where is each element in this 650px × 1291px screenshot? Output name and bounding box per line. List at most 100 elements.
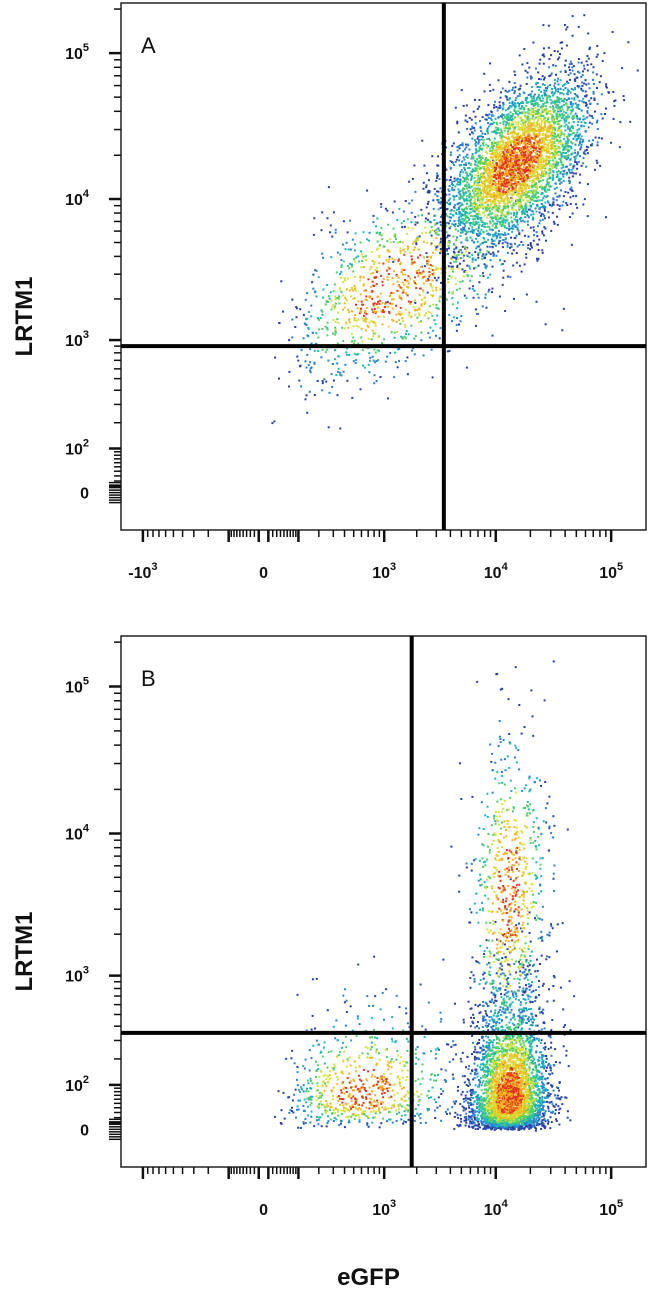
event-point xyxy=(574,112,577,115)
event-point xyxy=(491,145,494,148)
event-point xyxy=(278,321,281,324)
event-point xyxy=(439,202,442,205)
event-point xyxy=(552,110,555,113)
event-point xyxy=(555,73,557,76)
event-point xyxy=(479,163,482,166)
event-point xyxy=(341,326,344,329)
event-point xyxy=(550,72,553,75)
event-point xyxy=(532,239,535,242)
event-point xyxy=(568,182,571,185)
event-point xyxy=(454,256,457,259)
event-point xyxy=(416,270,418,272)
event-point xyxy=(481,166,484,169)
event-point xyxy=(570,189,573,192)
event-point xyxy=(499,122,502,125)
event-point xyxy=(580,143,583,146)
event-point xyxy=(545,109,548,112)
event-point xyxy=(411,177,414,180)
event-point xyxy=(479,232,482,235)
event-point xyxy=(534,116,537,119)
event-point xyxy=(552,108,555,111)
event-point xyxy=(552,153,555,156)
event-point xyxy=(418,308,421,311)
event-point xyxy=(352,289,355,292)
event-point xyxy=(368,371,371,374)
event-point xyxy=(511,197,514,200)
event-point xyxy=(550,148,553,151)
event-point xyxy=(544,87,547,89)
event-point xyxy=(523,139,526,142)
event-point xyxy=(450,151,453,154)
event-point xyxy=(542,115,545,118)
event-point xyxy=(435,279,438,282)
event-point xyxy=(471,125,474,128)
event-point xyxy=(513,177,515,180)
event-point xyxy=(509,179,512,182)
event-point xyxy=(560,189,562,192)
event-point xyxy=(537,105,540,108)
event-point xyxy=(497,116,500,119)
event-point xyxy=(332,290,335,293)
event-point xyxy=(457,183,460,186)
event-point xyxy=(569,60,572,63)
event-point xyxy=(371,308,374,311)
event-point xyxy=(576,114,578,117)
event-point xyxy=(463,178,466,181)
event-point xyxy=(471,228,474,231)
event-point xyxy=(567,154,570,157)
event-point xyxy=(556,164,559,167)
event-point xyxy=(531,169,534,172)
event-point xyxy=(388,267,391,270)
event-point xyxy=(475,247,478,250)
event-point xyxy=(521,63,524,66)
event-point xyxy=(456,120,459,123)
event-point xyxy=(514,208,517,211)
event-point xyxy=(388,312,391,315)
event-point xyxy=(436,176,438,179)
event-point xyxy=(449,197,451,200)
event-point xyxy=(359,388,362,391)
event-point xyxy=(557,77,560,80)
event-point xyxy=(406,232,409,235)
event-point xyxy=(591,117,594,119)
event-point xyxy=(580,124,583,127)
event-point xyxy=(481,132,484,135)
event-point xyxy=(480,135,483,138)
event-point xyxy=(410,258,413,261)
event-point xyxy=(622,95,625,98)
event-point xyxy=(532,196,535,199)
event-point xyxy=(499,259,501,262)
event-point xyxy=(513,136,516,139)
event-point xyxy=(571,15,574,18)
event-point xyxy=(438,229,441,232)
event-point xyxy=(537,120,540,123)
event-point xyxy=(515,234,518,237)
event-point xyxy=(372,214,375,217)
event-point xyxy=(474,122,477,125)
event-point xyxy=(313,361,316,364)
event-point xyxy=(493,149,496,152)
event-point xyxy=(505,171,508,174)
event-point xyxy=(592,78,594,81)
event-point xyxy=(435,266,438,269)
event-point xyxy=(588,46,591,49)
event-point xyxy=(351,340,354,343)
event-point xyxy=(565,99,568,102)
event-point xyxy=(448,216,451,219)
event-point xyxy=(529,94,532,97)
event-point xyxy=(507,160,510,163)
event-point xyxy=(507,211,510,214)
event-point xyxy=(455,239,458,242)
event-point xyxy=(528,158,531,161)
event-point xyxy=(486,192,489,195)
event-point xyxy=(461,213,464,216)
event-point xyxy=(434,323,437,326)
event-point xyxy=(351,396,354,399)
event-point xyxy=(353,260,356,263)
event-point xyxy=(585,148,588,151)
event-point xyxy=(451,180,454,183)
event-point xyxy=(566,80,569,83)
event-point xyxy=(407,300,410,303)
event-point xyxy=(523,263,526,266)
event-point xyxy=(549,112,552,115)
